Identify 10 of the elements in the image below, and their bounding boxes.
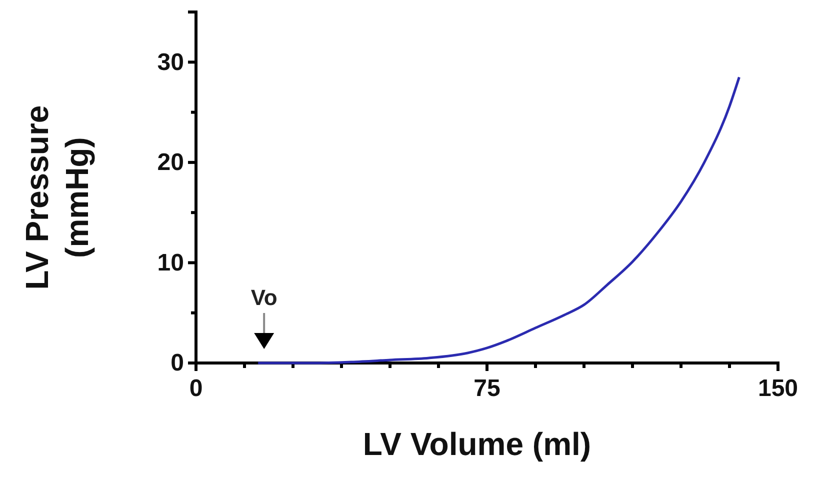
x-tick-label: 0	[189, 375, 203, 402]
y-tick-label: 0	[170, 350, 184, 377]
x-axis-title: LV Volume (ml)	[362, 426, 592, 462]
x-tick-label: 150	[758, 375, 798, 402]
y-tick-label: 30	[157, 48, 184, 76]
annotation: Vo	[250, 285, 278, 310]
y-tick-label: 20	[157, 149, 184, 176]
y-axis-title: LV Pressure (mmHg)	[19, 105, 95, 290]
y-tick-label: 10	[157, 249, 184, 276]
x-tick-label: 75	[474, 375, 500, 402]
